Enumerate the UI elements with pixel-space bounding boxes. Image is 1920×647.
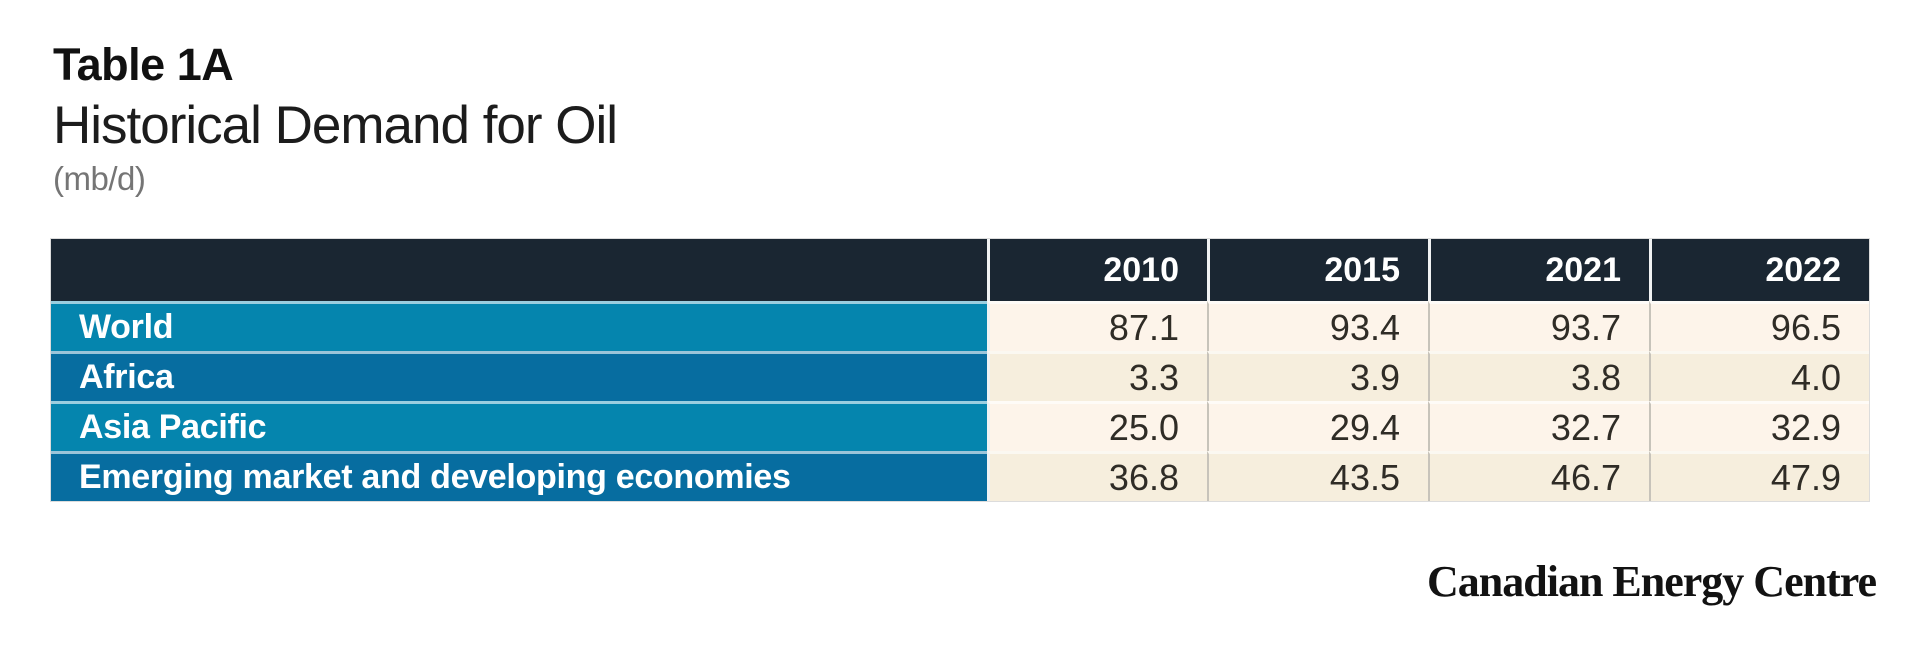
page-title: Historical Demand for Oil <box>53 96 618 155</box>
year-column-header: 2022 <box>1649 239 1869 301</box>
value-cell: 32.7 <box>1428 401 1649 451</box>
value-cell: 3.9 <box>1207 351 1428 401</box>
value-cell: 29.4 <box>1207 401 1428 451</box>
value-cell: 87.1 <box>987 301 1207 351</box>
value-cell: 3.3 <box>987 351 1207 401</box>
year-column-header: 2021 <box>1428 239 1649 301</box>
value-cell: 3.8 <box>1428 351 1649 401</box>
value-cell: 43.5 <box>1207 451 1428 501</box>
value-cell: 93.4 <box>1207 301 1428 351</box>
year-column-header: 2015 <box>1207 239 1428 301</box>
title-block: Table 1A Historical Demand for Oil (mb/d… <box>53 39 618 197</box>
table-label: Table 1A <box>53 39 234 90</box>
row-label-cell: World <box>51 301 987 351</box>
year-column-header: 2010 <box>987 239 1207 301</box>
unit-label: (mb/d) <box>53 160 146 197</box>
table-row: World 87.1 93.4 93.7 96.5 <box>51 301 1869 351</box>
value-cell: 4.0 <box>1649 351 1869 401</box>
value-cell: 36.8 <box>987 451 1207 501</box>
table-header-row: 2010 2015 2021 2022 <box>51 239 1869 301</box>
value-cell: 96.5 <box>1649 301 1869 351</box>
value-cell: 25.0 <box>987 401 1207 451</box>
table-row: Emerging market and developing economies… <box>51 451 1869 501</box>
value-cell: 47.9 <box>1649 451 1869 501</box>
corner-header-cell <box>51 239 987 301</box>
demand-table: 2010 2015 2021 2022 World 87.1 93.4 93.7… <box>50 238 1870 502</box>
value-cell: 46.7 <box>1428 451 1649 501</box>
cec-wordmark: Canadian Energy Centre <box>1427 557 1877 606</box>
row-label-cell: Emerging market and developing economies <box>51 451 987 501</box>
value-cell: 32.9 <box>1649 401 1869 451</box>
row-label-cell: Asia Pacific <box>51 401 987 451</box>
row-label-cell: Africa <box>51 351 987 401</box>
table-row: Asia Pacific 25.0 29.4 32.7 32.9 <box>51 401 1869 451</box>
table-row: Africa 3.3 3.9 3.8 4.0 <box>51 351 1869 401</box>
value-cell: 93.7 <box>1428 301 1649 351</box>
